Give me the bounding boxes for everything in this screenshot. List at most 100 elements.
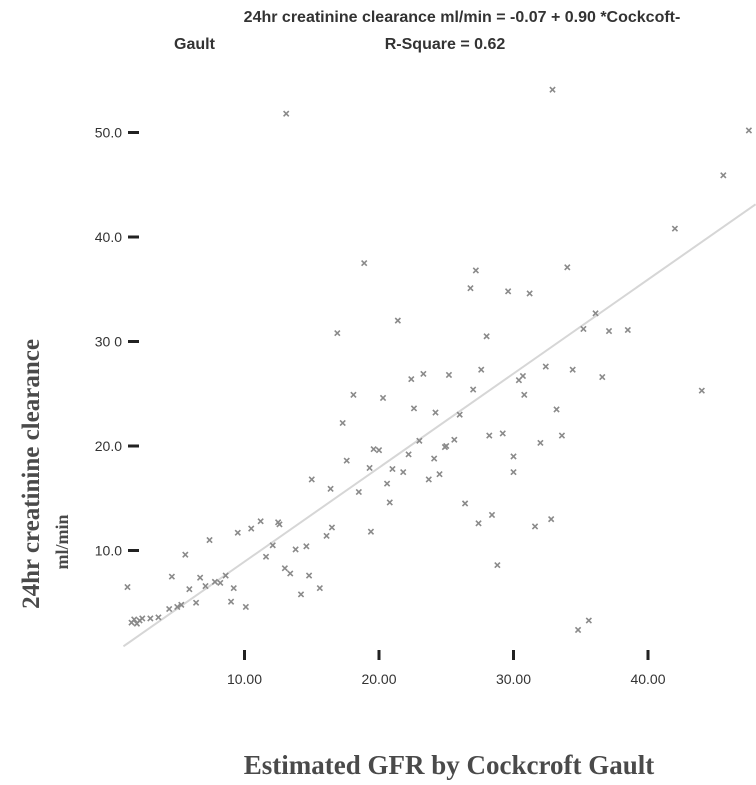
- data-point: [287, 570, 294, 577]
- y-tick-label: 30 0: [95, 334, 122, 350]
- data-point: [526, 290, 533, 297]
- data-point: [510, 468, 517, 476]
- data-point: [425, 476, 432, 483]
- data-point: [308, 476, 315, 483]
- data-point: [178, 601, 185, 609]
- data-point: [383, 480, 391, 487]
- x-axis-ticks: 10.00 20.00 30.00 40.00: [227, 650, 666, 687]
- data-point: [542, 363, 549, 370]
- data-point: [486, 432, 493, 439]
- data-point: [494, 561, 501, 569]
- data-point: [316, 584, 323, 592]
- data-point: [305, 572, 313, 579]
- data-point: [370, 445, 377, 453]
- data-point: [456, 411, 463, 418]
- data-point: [386, 499, 393, 506]
- data-point: [303, 543, 310, 550]
- data-point: [174, 603, 181, 611]
- data-point: [248, 525, 255, 532]
- data-point: [394, 317, 401, 324]
- data-point: [242, 603, 250, 611]
- data-point: [547, 515, 555, 523]
- data-point: [537, 439, 544, 447]
- data-point: [605, 327, 613, 335]
- data-point: [624, 326, 631, 334]
- data-point: [206, 536, 213, 544]
- x-tick-label: 30.00: [496, 671, 531, 687]
- data-point: [269, 542, 276, 549]
- y-axis-label-unit: ml/min: [52, 514, 72, 569]
- data-points-group: [124, 86, 753, 634]
- data-point: [504, 288, 512, 295]
- data-point: [671, 225, 679, 232]
- data-point: [445, 371, 453, 379]
- data-point: [196, 574, 204, 581]
- data-point: [585, 617, 592, 624]
- data-point: [230, 584, 237, 592]
- data-point: [510, 453, 517, 460]
- data-point: [519, 372, 527, 380]
- data-point: [420, 370, 427, 378]
- data-point: [355, 488, 362, 496]
- data-point: [350, 391, 357, 398]
- data-point: [416, 437, 423, 444]
- data-point: [343, 457, 350, 464]
- data-point: [475, 520, 482, 527]
- data-point: [168, 573, 176, 580]
- data-point: [367, 528, 375, 535]
- y-tick-label: 20.0: [95, 438, 122, 454]
- data-point: [147, 615, 154, 622]
- data-point: [467, 285, 474, 292]
- data-point: [469, 386, 477, 393]
- chart-title-line-1: 24hr creatinine clearance ml/min = -0.07…: [244, 9, 681, 26]
- data-point: [323, 532, 330, 540]
- data-point: [202, 582, 209, 590]
- y-axis-label: 24hr creatinine clearance: [18, 339, 45, 609]
- data-point: [432, 409, 439, 416]
- data-point: [292, 546, 299, 553]
- data-point: [430, 455, 438, 462]
- y-tick-label: 10.0: [95, 543, 122, 559]
- data-point: [217, 579, 224, 587]
- data-point: [488, 511, 496, 519]
- data-point: [472, 267, 480, 274]
- data-point: [334, 329, 341, 337]
- y-tick-label: 50.0: [95, 125, 122, 141]
- data-point: [222, 572, 229, 579]
- data-point: [375, 447, 383, 454]
- x-tick-label: 10.00: [227, 671, 262, 687]
- data-point: [234, 529, 241, 536]
- data-point: [366, 464, 373, 472]
- data-point: [389, 465, 396, 473]
- regression-line-group: [122, 203, 756, 648]
- x-tick-label: 40.00: [630, 671, 665, 687]
- data-point: [227, 598, 235, 605]
- data-point: [698, 387, 705, 394]
- data-point: [166, 605, 173, 613]
- data-point: [379, 394, 387, 402]
- data-point: [408, 375, 415, 383]
- data-point: [276, 521, 283, 528]
- data-point: [281, 565, 289, 572]
- data-point: [155, 614, 162, 621]
- data-point: [574, 626, 582, 634]
- data-point: [400, 468, 407, 476]
- data-point: [297, 591, 305, 598]
- data-point: [436, 471, 443, 478]
- data-point: [720, 172, 727, 179]
- data-point: [192, 599, 200, 606]
- data-point: [558, 432, 566, 439]
- data-point: [451, 436, 458, 443]
- data-point: [257, 518, 264, 525]
- data-point: [580, 325, 587, 333]
- x-axis-label: Estimated GFR by Cockcroft Gault: [244, 750, 654, 780]
- data-point: [499, 430, 506, 437]
- data-point: [745, 127, 753, 134]
- data-point: [483, 333, 490, 340]
- data-point: [361, 259, 368, 267]
- y-axis-ticks: 10.0 20.0 30 0 40.0 50.0: [95, 125, 139, 559]
- data-point: [405, 451, 412, 458]
- regression-line: [122, 203, 756, 648]
- data-point: [569, 366, 576, 373]
